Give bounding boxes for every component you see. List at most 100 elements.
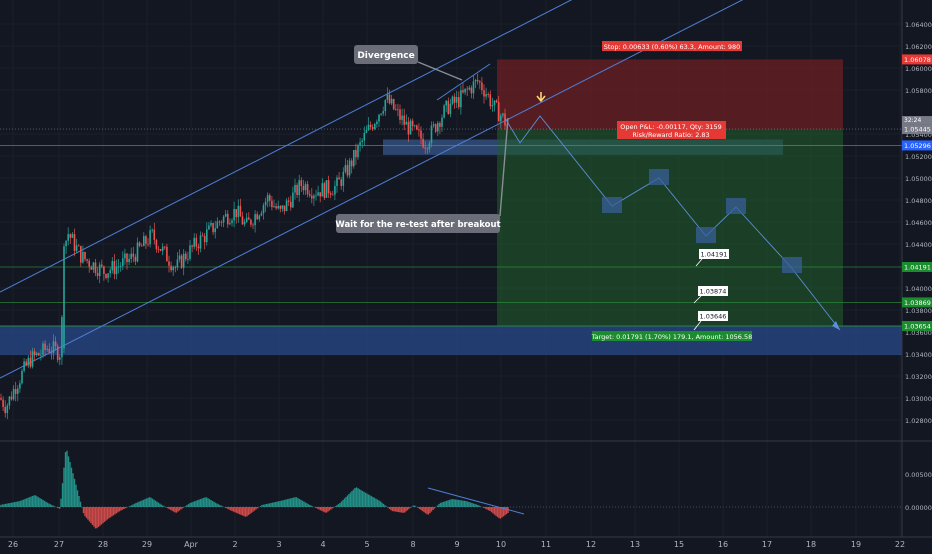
candle-body xyxy=(456,97,458,103)
target-zone xyxy=(497,129,843,326)
candle-body xyxy=(452,97,454,104)
osc-bar xyxy=(350,493,351,508)
osc-bar xyxy=(18,501,19,507)
osc-bar xyxy=(77,490,78,507)
price-label: 1.03869 xyxy=(904,299,931,307)
osc-bar xyxy=(245,507,246,517)
osc-bar xyxy=(299,499,300,507)
stop-label: Stop: 0.00633 (0.60%) 63.3, Amount: 980 xyxy=(604,43,741,51)
candle-body xyxy=(49,349,51,353)
candle-body xyxy=(326,180,328,198)
candle-body xyxy=(301,180,303,186)
candle-body xyxy=(99,265,101,277)
candle-body xyxy=(458,97,460,107)
candle-body xyxy=(292,192,294,207)
osc-bar xyxy=(344,499,345,508)
candle-body xyxy=(130,254,132,259)
candle-body xyxy=(277,206,279,208)
osc-bar xyxy=(171,507,172,511)
osc-bar xyxy=(297,498,298,507)
osc-bar xyxy=(296,497,297,507)
osc-bar xyxy=(17,502,18,508)
y-tick-label: 1.03000 xyxy=(905,395,932,403)
osc-bar xyxy=(156,502,157,507)
y-tick-label: 1.04400 xyxy=(905,241,932,249)
candle-body xyxy=(359,142,361,145)
candle-body xyxy=(133,254,135,257)
x-tick-label: 4 xyxy=(320,540,325,549)
osc-bar xyxy=(273,502,274,507)
osc-bar xyxy=(495,507,496,516)
osc-bar xyxy=(359,489,360,507)
osc-bar xyxy=(473,504,474,508)
candle-body xyxy=(193,238,195,247)
osc-bar xyxy=(402,507,403,513)
osc-bar xyxy=(345,497,346,507)
osc-bar xyxy=(114,507,115,514)
candle-body xyxy=(76,245,78,250)
x-tick-label: 3 xyxy=(276,540,281,549)
osc-bar xyxy=(458,500,459,507)
candle-body xyxy=(387,95,389,100)
osc-bar xyxy=(68,456,69,507)
osc-bar xyxy=(146,499,147,508)
candle-body xyxy=(328,180,330,193)
osc-bar xyxy=(72,473,73,507)
osc-bar xyxy=(230,507,231,510)
osc-bar xyxy=(432,507,433,510)
osc-bar xyxy=(257,507,258,508)
candle-body xyxy=(170,266,172,270)
osc-bar xyxy=(413,505,414,507)
candle-body xyxy=(273,206,275,207)
candle-body xyxy=(351,161,353,167)
candle-body xyxy=(214,228,216,232)
candle-body xyxy=(185,254,187,259)
osc-bar xyxy=(365,493,366,507)
osc-bar xyxy=(50,504,51,507)
candle-body xyxy=(485,94,487,96)
osc-bar xyxy=(494,507,495,515)
osc-bar xyxy=(24,499,25,507)
candle-body xyxy=(349,161,351,176)
candle-body xyxy=(248,218,250,220)
candle-body xyxy=(408,122,410,135)
x-tick-label: 9 xyxy=(454,540,459,549)
candle-body xyxy=(473,81,475,93)
candle-body xyxy=(93,263,95,270)
candle-body xyxy=(347,165,349,175)
candle-body xyxy=(437,123,439,132)
osc-bar xyxy=(167,507,168,508)
candle xyxy=(452,95,454,105)
x-tick-label: 22 xyxy=(895,540,905,549)
candle-body xyxy=(364,133,366,140)
candle-body xyxy=(462,90,464,92)
candle-body xyxy=(67,234,69,241)
osc-bar xyxy=(284,500,285,507)
candle-body xyxy=(427,149,429,150)
osc-bar xyxy=(270,503,271,507)
osc-bar xyxy=(464,501,465,507)
osc-bar xyxy=(234,507,235,512)
candle-body xyxy=(95,263,97,273)
osc-bar xyxy=(47,503,48,507)
osc-bar xyxy=(0,505,1,507)
x-tick-label: 5 xyxy=(364,540,369,549)
candle-body xyxy=(261,213,263,215)
candle-body xyxy=(9,397,11,406)
osc-bar xyxy=(398,507,399,512)
osc-bar xyxy=(2,505,3,508)
candle xyxy=(353,150,355,169)
candle-body xyxy=(450,104,452,114)
x-tick-label: 17 xyxy=(762,540,772,549)
osc-bar xyxy=(260,506,261,507)
osc-bar xyxy=(236,507,237,513)
osc-bar xyxy=(221,506,222,507)
osc-bar xyxy=(351,491,352,507)
osc-bar xyxy=(5,504,6,507)
osc-bar xyxy=(380,501,381,507)
candle-body xyxy=(91,267,93,270)
osc-bar xyxy=(197,500,198,507)
candle-body xyxy=(397,109,399,110)
osc-bar xyxy=(498,507,499,518)
